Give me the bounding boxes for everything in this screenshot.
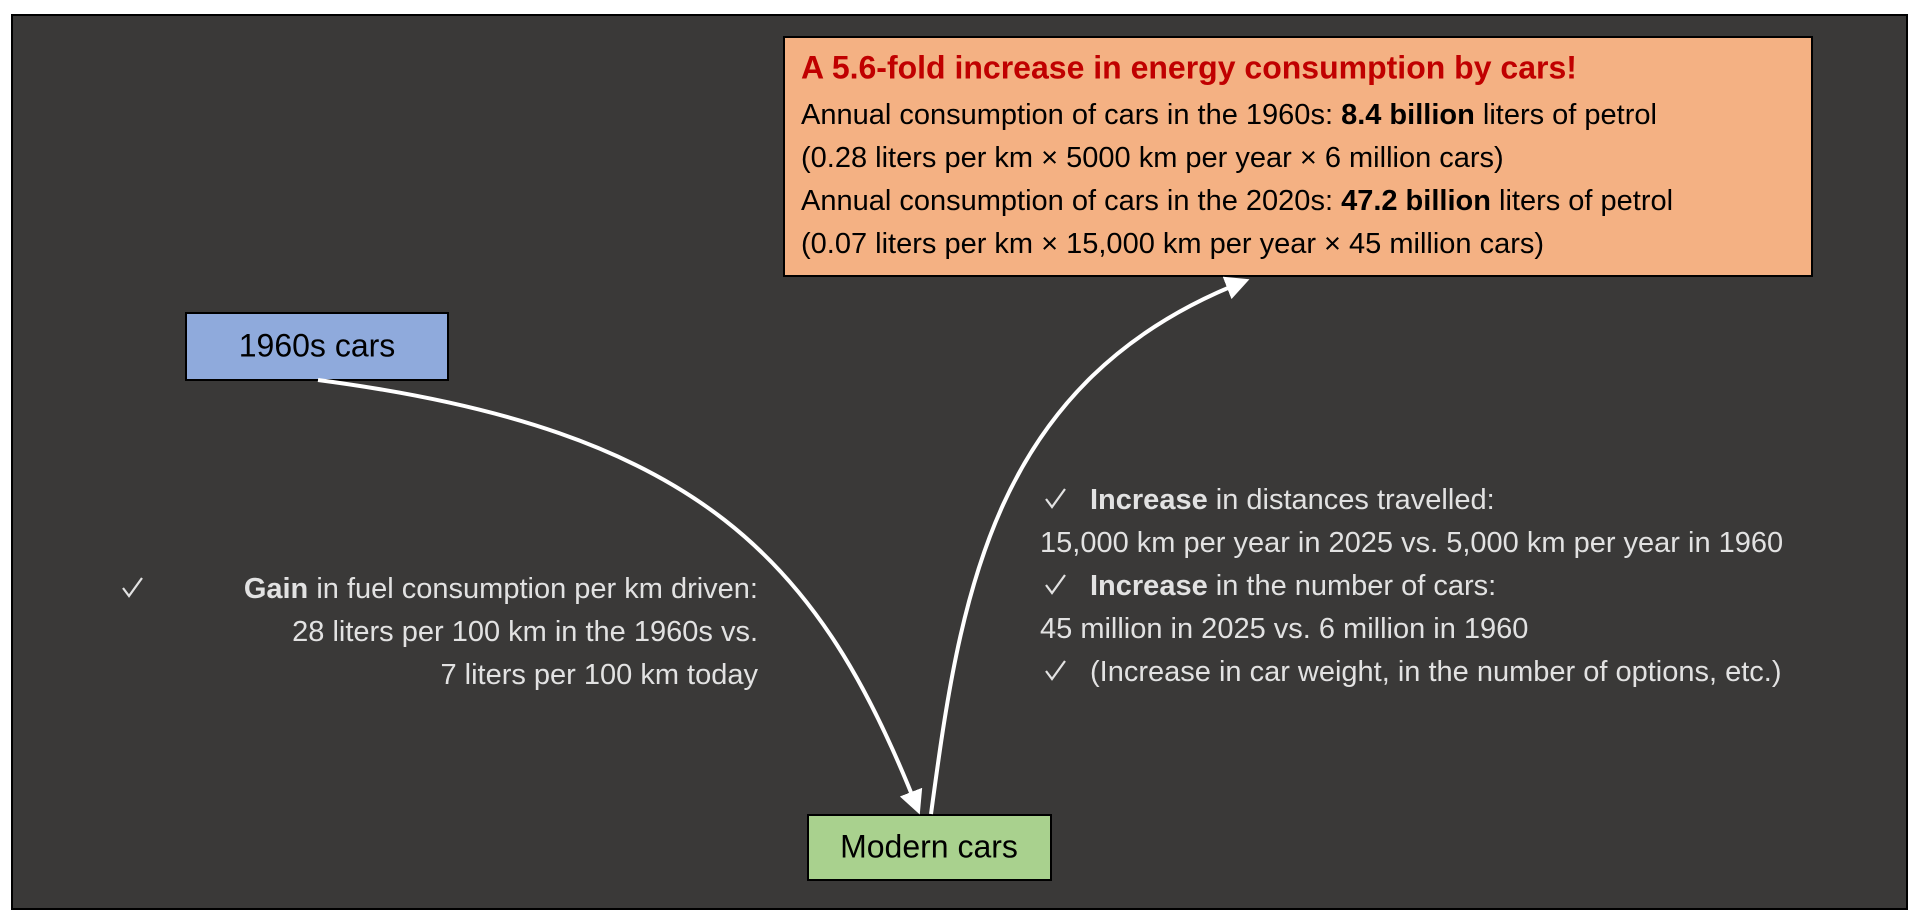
text-segment: in fuel consumption per km driven:	[308, 573, 758, 605]
check-icon	[1045, 660, 1066, 681]
text-line: 45 million in 2025 vs. 6 million in 1960	[1040, 613, 1528, 645]
node-label: Modern cars	[840, 828, 1018, 864]
text-line: 7 liters per 100 km today	[440, 659, 758, 691]
node-label: 1960s cars	[239, 327, 396, 363]
text-segment: Gain	[244, 573, 308, 605]
text-segment: liters of petrol	[1491, 185, 1673, 217]
text-line: (Increase in car weight, in the number o…	[1090, 656, 1782, 688]
summary-box	[783, 36, 1813, 277]
text-segment: Annual consumption of cars in the 2020s:	[801, 185, 1341, 217]
text-segment: Increase	[1090, 484, 1208, 516]
text-segment: 7 liters per 100 km today	[440, 659, 758, 691]
text-segment: 8.4 billion	[1341, 99, 1475, 131]
text-segment: 45 million in 2025 vs. 6 million in 1960	[1040, 613, 1528, 645]
text-line: Annual consumption of cars in the 2020s:…	[801, 185, 1673, 217]
text-segment: in distances travelled:	[1208, 484, 1495, 516]
check-icon	[1045, 488, 1066, 509]
arrow	[317, 378, 923, 815]
text-segment: Annual consumption of cars in the 1960s:	[801, 99, 1341, 131]
text-segment: 47.2 billion	[1341, 185, 1491, 217]
text-line: 28 liters per 100 km in the 1960s vs.	[292, 616, 758, 648]
text-segment: liters of petrol	[1475, 99, 1657, 131]
text-segment: (0.07 liters per km × 15,000 km per year…	[801, 228, 1544, 260]
text-line: (0.28 liters per km × 5000 km per year ×…	[801, 142, 1504, 174]
check-icon	[122, 577, 143, 598]
text-segment: (Increase in car weight, in the number o…	[1090, 656, 1782, 688]
text-segment: 15,000 km per year in 2025 vs. 5,000 km …	[1040, 527, 1783, 559]
summary-title: A 5.6-fold increase in energy consumptio…	[801, 49, 1577, 85]
text-line: Increase in distances travelled:	[1090, 484, 1495, 516]
node-box	[807, 814, 1052, 881]
text-line: 15,000 km per year in 2025 vs. 5,000 km …	[1040, 527, 1783, 559]
node-box	[185, 312, 449, 381]
text-segment: Increase	[1090, 570, 1208, 602]
text-line: Increase in the number of cars:	[1090, 570, 1496, 602]
text-segment: 28 liters per 100 km in the 1960s vs.	[292, 616, 758, 648]
arrow	[929, 276, 1250, 815]
text-segment: in the number of cars:	[1208, 570, 1497, 602]
text-line: (0.07 liters per km × 15,000 km per year…	[801, 228, 1544, 260]
check-icon	[1045, 574, 1066, 595]
text-line: Gain in fuel consumption per km driven:	[244, 573, 758, 605]
text-line: Annual consumption of cars in the 1960s:…	[801, 99, 1657, 131]
text-segment: (0.28 liters per km × 5000 km per year ×…	[801, 142, 1504, 174]
